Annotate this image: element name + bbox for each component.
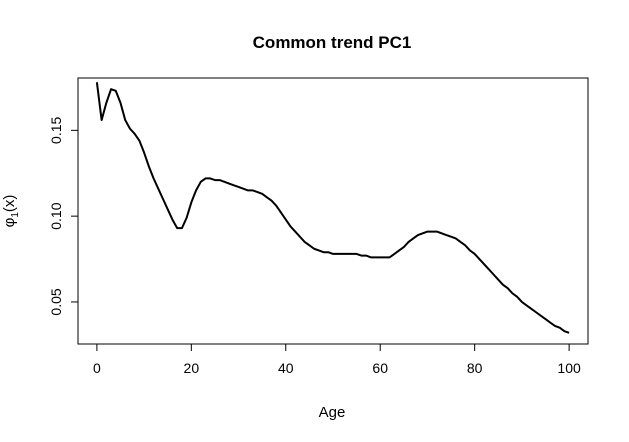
series-line bbox=[95, 82, 570, 334]
x-tick-label: 0 bbox=[93, 360, 101, 376]
x-tick-label: 100 bbox=[557, 360, 581, 376]
y-tick-label: 0.05 bbox=[48, 288, 64, 315]
plot-frame bbox=[77, 77, 589, 345]
x-axis: 0 20 40 60 80 100 bbox=[93, 343, 581, 376]
y-axis-label-subscript: 1 bbox=[10, 212, 21, 218]
y-tick-label: 0.10 bbox=[48, 202, 64, 229]
x-tick-label: 20 bbox=[184, 360, 200, 376]
y-axis-label: φ1(x) bbox=[1, 195, 21, 228]
y-axis: 0.05 0.10 0.15 bbox=[48, 117, 79, 316]
x-axis-label: Age bbox=[319, 404, 346, 421]
series-group bbox=[95, 82, 570, 334]
y-tick-label: 0.15 bbox=[48, 117, 64, 144]
x-tick-label: 60 bbox=[372, 360, 388, 376]
chart-title: Common trend PC1 bbox=[253, 33, 412, 52]
y-axis-label-argument: (x) bbox=[1, 195, 18, 213]
x-tick-label: 80 bbox=[467, 360, 483, 376]
x-tick-label: 40 bbox=[278, 360, 294, 376]
